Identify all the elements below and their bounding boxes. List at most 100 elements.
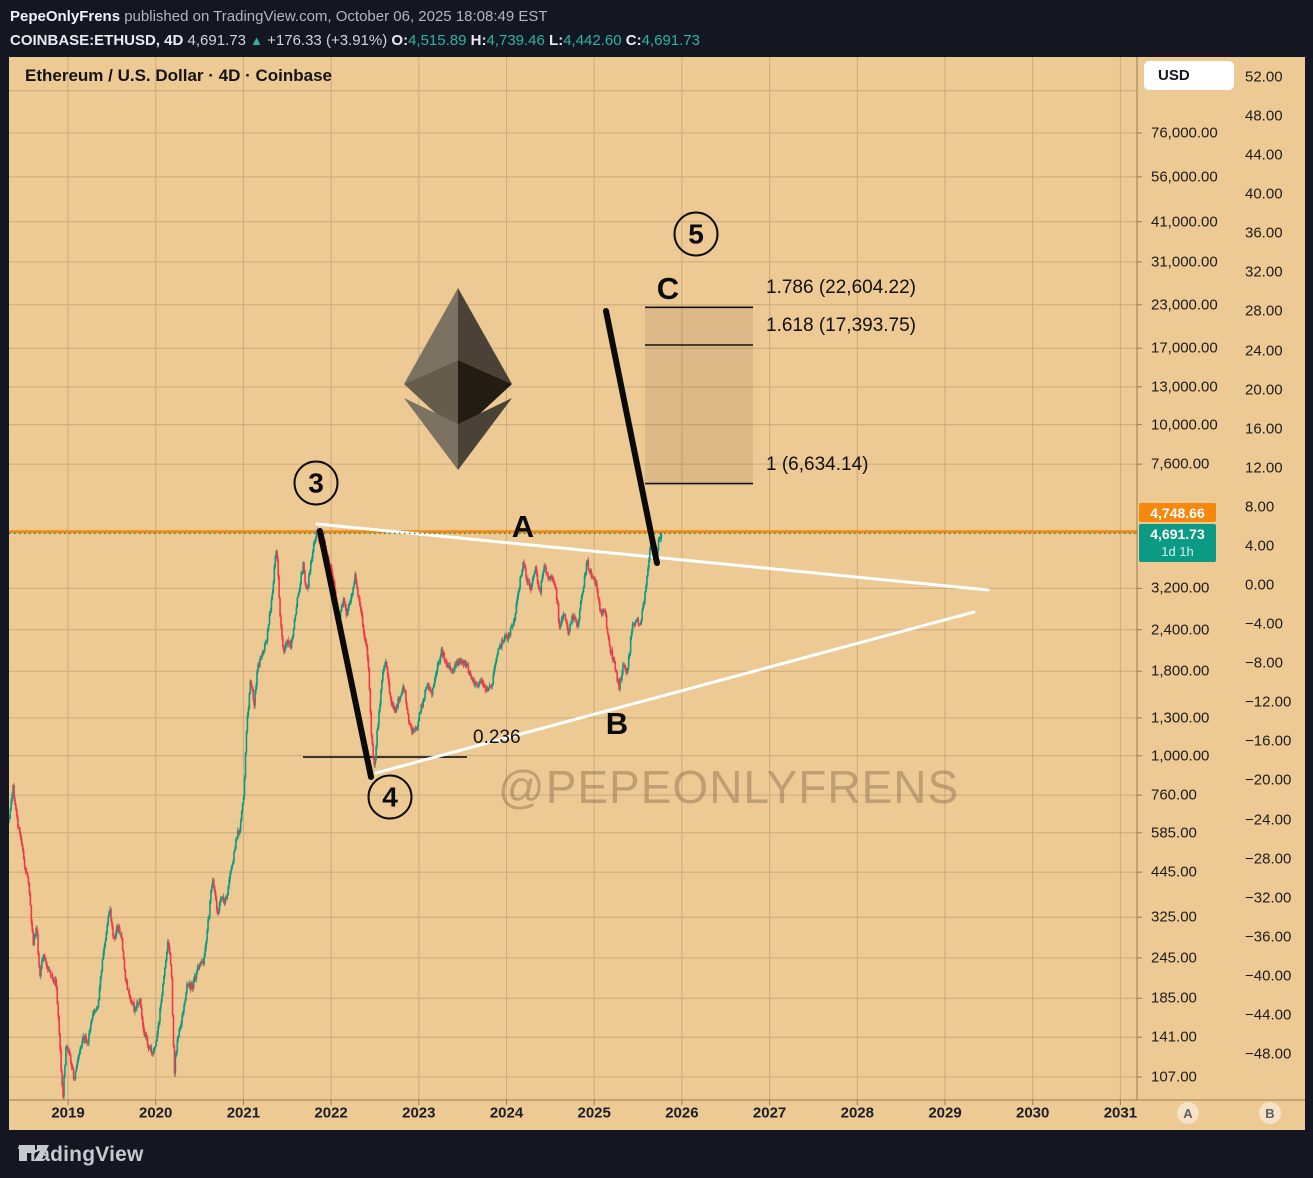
time-axis-label: 2031 <box>1103 1104 1138 1122</box>
time-axis-label: 2021 <box>226 1104 261 1122</box>
secondary-scale-tick: −32.00 <box>1245 889 1292 907</box>
elliott-wave-label-3[interactable]: 3 <box>293 460 339 506</box>
secondary-scale-tick: 44.00 <box>1245 146 1283 164</box>
tradingview-brand-text: TradingView <box>18 1143 144 1166</box>
secondary-scale-tick: −44.00 <box>1245 1006 1292 1024</box>
price-scale-tick: 31,000.00 <box>1151 253 1218 271</box>
secondary-scale-tick: 20.00 <box>1245 381 1283 399</box>
price-scale-tick: 185.00 <box>1151 989 1197 1007</box>
secondary-scale-tick: −16.00 <box>1245 732 1292 750</box>
secondary-scale-tick: −12.00 <box>1245 693 1292 711</box>
price-scale-tick: 1,000.00 <box>1151 747 1210 765</box>
secondary-scale-tick: 24.00 <box>1245 342 1283 360</box>
secondary-scale-tick: −24.00 <box>1245 811 1292 829</box>
price-scale-tick: 107.00 <box>1151 1068 1197 1086</box>
time-axis-label: 2022 <box>314 1104 348 1122</box>
price-scale-tick: 10,000.00 <box>1151 416 1218 434</box>
secondary-scale-tick: 52.00 <box>1245 68 1283 86</box>
secondary-scale-tick: −4.00 <box>1245 615 1283 633</box>
triangle-trendline[interactable] <box>374 610 976 775</box>
secondary-scale-tick: −48.00 <box>1245 1045 1292 1063</box>
price-scale-tick: 13,000.00 <box>1151 378 1218 396</box>
chart-surface[interactable] <box>9 57 1305 1130</box>
secondary-scale-tick: 40.00 <box>1245 185 1283 203</box>
secondary-scale-tick: −36.00 <box>1245 928 1292 946</box>
time-axis-label: 2020 <box>139 1104 173 1122</box>
secondary-scale-tick: 36.00 <box>1245 224 1283 242</box>
price-scale-tick: 585.00 <box>1151 824 1197 842</box>
high-value: 4,739.46 <box>486 32 545 49</box>
price-scale-tick: 56,000.00 <box>1151 168 1218 186</box>
time-axis-label: 2019 <box>51 1104 85 1122</box>
time-axis-label: 2024 <box>489 1104 524 1122</box>
secondary-scale-tick: −40.00 <box>1245 967 1292 985</box>
open-value: 4,515.89 <box>408 32 467 49</box>
time-axis-label: 2026 <box>665 1104 699 1122</box>
symbol-name: COINBASE:ETHUSD, 4D <box>10 32 184 49</box>
price-scale-b-button[interactable]: B <box>1259 1102 1281 1124</box>
time-axis-label: 2025 <box>577 1104 611 1122</box>
published-text: published on TradingView.com, October 06… <box>120 8 548 25</box>
secondary-scale-tick: 8.00 <box>1245 498 1275 516</box>
price-scale-tick: 23,000.00 <box>1151 296 1218 314</box>
secondary-scale-tick: −28.00 <box>1245 850 1292 868</box>
fib-level-label: 1.786 (22,604.22) <box>766 277 917 299</box>
tradingview-logo-icon <box>19 1145 49 1161</box>
secondary-scale-tick: 48.00 <box>1245 107 1283 125</box>
impulse-trendline[interactable] <box>317 528 374 780</box>
time-axis-label: 2028 <box>840 1104 874 1122</box>
price-scale-tick: 325.00 <box>1151 908 1197 926</box>
impulse-trendline[interactable] <box>603 308 660 566</box>
close-value: 4,691.73 <box>641 32 700 49</box>
secondary-scale-tick: −20.00 <box>1245 771 1292 789</box>
price-scale-tick: 760.00 <box>1151 786 1197 804</box>
high-label: H: <box>470 32 487 49</box>
time-axis-label: 2027 <box>752 1104 787 1122</box>
tradingview-brand[interactable]: TradingView <box>18 1143 144 1167</box>
elliott-wave-label-5[interactable]: 5 <box>673 211 719 257</box>
ethereum-logo-icon <box>404 288 512 470</box>
price-scale-tick: 141.00 <box>1151 1028 1197 1046</box>
axis-borders <box>9 57 1305 1105</box>
price-scale-tick: 7,600.00 <box>1151 455 1210 473</box>
price-scale-a-button[interactable]: A <box>1177 1102 1199 1124</box>
author-name: PepeOnlyFrens <box>10 8 121 25</box>
triangle-trendline[interactable] <box>315 522 990 592</box>
up-triangle-icon: ▲ <box>250 33 263 48</box>
currency-unit-button[interactable]: USD <box>1144 61 1234 90</box>
candle-bodies-up <box>9 530 663 1097</box>
time-axis-label: 2029 <box>928 1104 962 1122</box>
plot-area[interactable] <box>9 57 1137 1100</box>
orange-price-flag: 4,748.66 <box>1139 503 1216 522</box>
secondary-scale-tick: 12.00 <box>1245 459 1283 477</box>
secondary-scale-tick: 28.00 <box>1245 302 1283 320</box>
close-label: C: <box>625 32 642 49</box>
elliott-wave-label-4[interactable]: 4 <box>367 774 413 820</box>
grid-lines <box>9 57 1137 1100</box>
open-label: O: <box>391 32 409 49</box>
author-watermark: @PEPEONLYFRENS <box>498 761 960 813</box>
secondary-scale-tick: 0.00 <box>1245 576 1275 594</box>
bar-countdown: 1d 1h <box>1161 544 1194 559</box>
elliott-wave-label-a[interactable]: A <box>511 509 535 544</box>
elliott-wave-label-b[interactable]: B <box>605 706 629 741</box>
price-scale-tick: 445.00 <box>1151 863 1197 881</box>
secondary-scale-tick: 4.00 <box>1245 537 1275 555</box>
chart-title: Ethereum / U.S. Dollar · 4D · Coinbase <box>25 66 333 85</box>
fib-extension-box[interactable] <box>645 307 753 484</box>
price-scale-tick: 2,400.00 <box>1151 621 1210 639</box>
time-axis-label: 2030 <box>1016 1104 1050 1122</box>
secondary-scale-tick: −8.00 <box>1245 654 1283 672</box>
current-price-flag: 4,691.73 1d 1h <box>1139 524 1216 562</box>
price-scale-tick: 17,000.00 <box>1151 339 1218 357</box>
price-scale-tick: 1,300.00 <box>1151 709 1210 727</box>
fib-level-label: 1.618 (17,393.75) <box>766 315 917 337</box>
price-scale-tick: 245.00 <box>1151 949 1197 967</box>
last-price: 4,691.73 <box>187 32 246 49</box>
low-value: 4,442.60 <box>563 32 622 49</box>
low-label: L: <box>549 32 564 49</box>
time-axis-label: 2023 <box>402 1104 436 1122</box>
elliott-wave-label-c[interactable]: C <box>656 271 680 306</box>
